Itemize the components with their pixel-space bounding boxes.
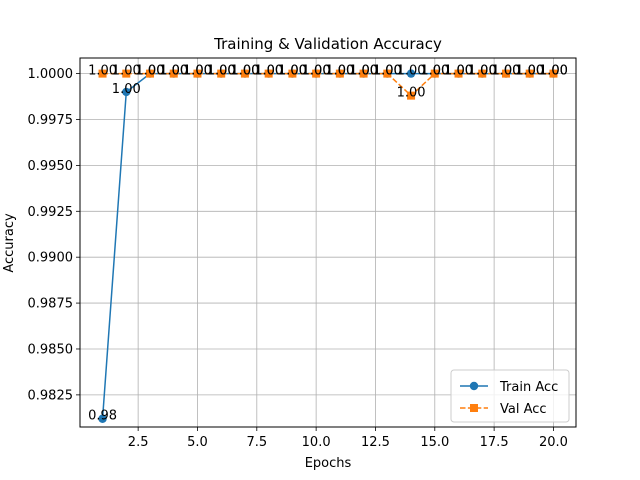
axis-ticks: 2.5 5.0 7.5 10.0 12.5 15.0 17.5 20.0 0.9825 0.985… [28, 67, 568, 450]
val-acc-value-label: 1.00 [302, 64, 331, 79]
val-acc-value-label: 1.00 [136, 64, 165, 79]
x-tick-label: 10.0 [302, 435, 331, 450]
val-acc-point [430, 69, 439, 78]
legend: Train Acc Val Acc [450, 369, 570, 423]
val-acc-point [454, 69, 463, 78]
val-acc-value-label: 1.00 [112, 64, 141, 79]
x-tick-label: 2.5 [128, 435, 149, 450]
val-acc-value-label: 1.00 [420, 64, 449, 79]
train-acc-value-label: 1.00 [492, 64, 521, 79]
y-axis-title: Accuracy [2, 213, 17, 273]
y-tick-label: 1.0000 [28, 67, 74, 82]
data-labels: 0.981.001.001.001.001.001.001.001.001.00… [88, 64, 568, 424]
x-axis-title: Epochs [305, 456, 352, 471]
val-acc-point [501, 69, 510, 78]
y-tick-label: 0.9850 [28, 342, 74, 357]
train-acc-value-label: 1.00 [373, 64, 402, 79]
val-acc-value-label: 1.00 [183, 64, 212, 79]
train-acc-value-label: 1.00 [515, 64, 544, 79]
val-acc-point [240, 69, 249, 78]
train-acc-value-label: 1.00 [349, 64, 378, 79]
val-acc-point [122, 69, 131, 78]
val-acc-value-label: 1.00 [492, 64, 521, 79]
x-tick-label: 17.5 [480, 435, 509, 450]
train-acc-value-label: 1.00 [254, 64, 283, 79]
val-acc-point [407, 91, 416, 100]
data-series [98, 69, 558, 423]
legend-train-acc-label: Train Acc [499, 380, 558, 395]
val-acc-point [478, 69, 487, 78]
train-acc-value-label: 1.00 [230, 64, 259, 79]
val-acc-value-label: 1.00 [254, 64, 283, 79]
x-tick-label: 12.5 [361, 435, 390, 450]
val-acc-point [383, 69, 392, 78]
y-tick-label: 0.9925 [28, 205, 74, 220]
legend-box [450, 369, 570, 423]
val-acc-point [525, 69, 534, 78]
val-acc-point [193, 69, 202, 78]
val-acc-point [146, 69, 155, 78]
x-tick-label: 15.0 [420, 435, 449, 450]
train-acc-value-label: 1.00 [183, 64, 212, 79]
grid [80, 58, 576, 427]
x-tick-label: 5.0 [187, 435, 208, 450]
y-tick-label: 0.9900 [28, 251, 74, 266]
val-acc-value-label: 1.00 [373, 64, 402, 79]
val-acc-point [217, 69, 226, 78]
train-acc-value-label: 1.00 [325, 64, 354, 79]
val-acc-value-label: 1.00 [159, 64, 188, 79]
train-acc-value-label: 1.00 [112, 82, 141, 97]
y-tick-label: 0.9975 [28, 113, 74, 128]
train-acc-value-label: 0.98 [88, 409, 117, 424]
val-acc-value-label: 1.00 [468, 64, 497, 79]
y-tick-label: 0.9875 [28, 297, 74, 312]
x-tick-label: 7.5 [246, 435, 267, 450]
val-acc-point [98, 69, 107, 78]
train-acc-value-label: 1.00 [136, 64, 165, 79]
val-acc-value-label: 1.00 [444, 64, 473, 79]
train-acc-value-label: 1.00 [444, 64, 473, 79]
train-acc-point [122, 87, 131, 97]
val-acc-point [264, 69, 273, 78]
val-acc-point [288, 69, 297, 78]
train-acc-value-label: 1.00 [468, 64, 497, 79]
legend-train-acc-marker [469, 381, 479, 391]
train-acc-value-label: 1.00 [539, 64, 568, 79]
val-acc-point [359, 69, 368, 78]
val-acc-value-label: 1.00 [397, 86, 426, 101]
val-acc-point [549, 69, 558, 78]
train-acc-value-label: 1.00 [207, 64, 236, 79]
y-tick-label: 0.9825 [28, 388, 74, 403]
val-acc-value-label: 1.00 [278, 64, 307, 79]
train-acc-value-label: 1.00 [420, 64, 449, 79]
plot-area-frame [79, 57, 577, 428]
y-tick-label: 0.9950 [28, 159, 74, 174]
x-tick-label: 20.0 [539, 435, 568, 450]
train-acc-value-label: 1.00 [397, 64, 426, 79]
legend-val-acc-label: Val Acc [500, 402, 547, 417]
val-acc-point [169, 69, 178, 78]
train-acc-value-label: 1.00 [278, 64, 307, 79]
train-acc-value-label: 1.00 [159, 64, 188, 79]
val-acc-value-label: 1.00 [207, 64, 236, 79]
val-acc-point [335, 69, 344, 78]
val-acc-value-label: 1.00 [515, 64, 544, 79]
val-acc-value-label: 1.00 [88, 64, 117, 79]
val-acc-value-label: 1.00 [539, 64, 568, 79]
train-acc-point [406, 69, 416, 78]
legend-val-acc-marker [470, 404, 478, 412]
train-acc-point [98, 414, 107, 423]
val-acc-value-label: 1.00 [230, 64, 259, 79]
val-acc-point [312, 69, 321, 78]
val-acc-value-label: 1.00 [325, 64, 354, 79]
train-acc-value-label: 1.00 [302, 64, 331, 79]
chart-title: Training & Validation Accuracy [213, 35, 442, 53]
val-acc-value-label: 1.00 [349, 64, 378, 79]
